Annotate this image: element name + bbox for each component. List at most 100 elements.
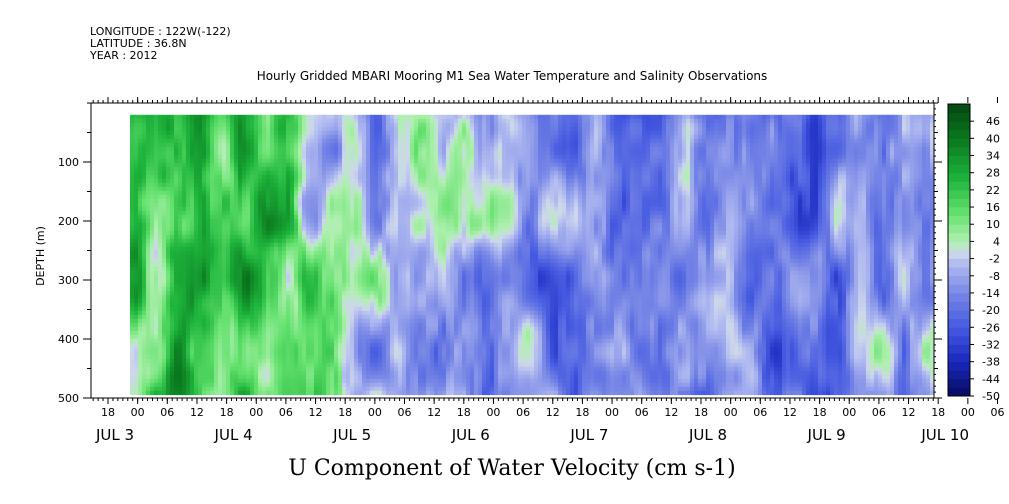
colorbar-swatch bbox=[948, 335, 970, 345]
x-hour-tick-label: 00 bbox=[605, 406, 619, 419]
chart-title: Hourly Gridded MBARI Mooring M1 Sea Wate… bbox=[257, 69, 768, 83]
x-hour-tick-label: 18 bbox=[457, 406, 471, 419]
colorbar-label: -2 bbox=[989, 253, 1000, 266]
colorbar-label: 16 bbox=[986, 201, 1000, 214]
colorbar-label: 10 bbox=[986, 218, 1000, 231]
x-hour-tick-label: 06 bbox=[516, 406, 530, 419]
colorbar-swatch bbox=[948, 172, 970, 182]
colorbar-swatch bbox=[948, 189, 970, 199]
y-tick-label: 100 bbox=[58, 156, 79, 169]
x-hour-tick-label: 12 bbox=[664, 406, 678, 419]
x-hour-tick-label: 18 bbox=[101, 406, 115, 419]
y-axis-label: DEPTH (m) bbox=[34, 226, 47, 286]
colorbar-label: 28 bbox=[986, 167, 1000, 180]
heatmap bbox=[130, 114, 935, 396]
x-hour-tick-label: 18 bbox=[931, 406, 945, 419]
colorbar-swatch bbox=[948, 310, 970, 320]
x-day-label: JUL 7 bbox=[569, 426, 608, 444]
x-hour-tick-label: 18 bbox=[220, 406, 234, 419]
x-hour-tick-label: 12 bbox=[309, 406, 323, 419]
x-axis-label: U Component of Water Velocity (cm s-1) bbox=[288, 456, 735, 481]
x-hour-tick-label: 00 bbox=[249, 406, 263, 419]
x-hour-tick-label: 06 bbox=[872, 406, 886, 419]
colorbar-swatch bbox=[948, 378, 970, 388]
x-hour-tick-label: 18 bbox=[575, 406, 589, 419]
colorbar-label: 34 bbox=[986, 150, 1000, 163]
x-hour-tick-label: 18 bbox=[694, 406, 708, 419]
colorbar-swatch bbox=[948, 224, 970, 234]
colorbar-swatch bbox=[948, 215, 970, 225]
x-hour-tick-label: 00 bbox=[961, 406, 975, 419]
colorbar-swatch bbox=[948, 181, 970, 191]
colorbar-swatch bbox=[948, 344, 970, 354]
x-hour-tick-label: 06 bbox=[635, 406, 649, 419]
colorbar-swatch bbox=[948, 353, 970, 363]
colorbar-swatch bbox=[948, 164, 970, 174]
colorbar-label: -44 bbox=[982, 373, 1000, 386]
colorbar-label: 40 bbox=[986, 132, 1000, 145]
colorbar-swatch bbox=[948, 370, 970, 380]
x-hour-tick-label: 00 bbox=[368, 406, 382, 419]
colorbar-label: -32 bbox=[982, 338, 1000, 351]
colorbar-label: -20 bbox=[982, 304, 1000, 317]
x-hour-tick-label: 06 bbox=[991, 406, 1005, 419]
x-hour-tick-label: 00 bbox=[131, 406, 145, 419]
x-day-label: JUL 6 bbox=[451, 426, 490, 444]
colorbar-swatch bbox=[948, 232, 970, 242]
x-day-label: JUL 8 bbox=[688, 426, 727, 444]
colorbar-label: -14 bbox=[982, 287, 1000, 300]
colorbar-label: 46 bbox=[986, 115, 1000, 128]
colorbar-label: 22 bbox=[986, 184, 1000, 197]
x-hour-tick-label: 18 bbox=[338, 406, 352, 419]
x-hour-tick-label: 12 bbox=[546, 406, 560, 419]
x-hour-tick-label: 12 bbox=[190, 406, 204, 419]
x-day-label: JUL 9 bbox=[807, 426, 846, 444]
x-hour-tick-label: 00 bbox=[842, 406, 856, 419]
colorbar-swatch bbox=[948, 327, 970, 337]
colorbar-swatch bbox=[948, 121, 970, 131]
x-day-label: JUL 4 bbox=[214, 426, 253, 444]
x-day-label: JUL 3 bbox=[95, 426, 134, 444]
colorbar-swatch bbox=[948, 318, 970, 328]
colorbar-swatch bbox=[948, 104, 970, 113]
colorbar-label: -50 bbox=[982, 390, 1000, 403]
x-day-label: JUL 10 bbox=[920, 426, 969, 444]
latitude-label: LATITUDE : 36.8N bbox=[90, 37, 187, 50]
colorbar-swatch bbox=[948, 241, 970, 251]
y-tick-label: 400 bbox=[58, 333, 79, 346]
x-hour-tick-label: 00 bbox=[724, 406, 738, 419]
colorbar-swatch bbox=[948, 129, 970, 139]
x-hour-tick-label: 06 bbox=[160, 406, 174, 419]
x-day-label: JUL 5 bbox=[332, 426, 371, 444]
colorbar-label: 4 bbox=[993, 235, 1000, 248]
colorbar-swatch bbox=[948, 387, 970, 397]
y-tick-label: 300 bbox=[58, 274, 79, 287]
colorbar-swatch bbox=[948, 146, 970, 156]
y-tick-label: 500 bbox=[58, 392, 79, 405]
colorbar-swatch bbox=[948, 112, 970, 122]
colorbar-swatch bbox=[948, 301, 970, 311]
colorbar-swatch bbox=[948, 155, 970, 165]
x-hour-tick-label: 06 bbox=[279, 406, 293, 419]
colorbar-swatch bbox=[948, 198, 970, 208]
colorbar-label: -8 bbox=[989, 270, 1000, 283]
y-tick-label: 200 bbox=[58, 215, 79, 228]
x-hour-tick-label: 12 bbox=[427, 406, 441, 419]
x-hour-tick-label: 12 bbox=[902, 406, 916, 419]
colorbar-swatch bbox=[948, 138, 970, 148]
x-hour-tick-label: 12 bbox=[783, 406, 797, 419]
colorbar-label: -26 bbox=[982, 321, 1000, 334]
colorbar: 46 40 34 28 22 16 10 4 -2 -8 -14 -20 -26 -32 -38 -44 -50 bbox=[947, 103, 1000, 403]
x-hour-tick-label: 06 bbox=[753, 406, 767, 419]
colorbar-label: -38 bbox=[982, 356, 1000, 369]
longitude-label: LONGITUDE : 122W(-122) bbox=[90, 25, 231, 38]
year-label: YEAR : 2012 bbox=[89, 49, 158, 62]
colorbar-swatch bbox=[948, 250, 970, 259]
colorbar-swatch bbox=[948, 361, 970, 371]
colorbar-swatch bbox=[948, 207, 970, 217]
colorbar-swatch bbox=[948, 292, 970, 302]
x-hour-tick-label: 18 bbox=[813, 406, 827, 419]
colorbar-swatch bbox=[948, 284, 970, 294]
